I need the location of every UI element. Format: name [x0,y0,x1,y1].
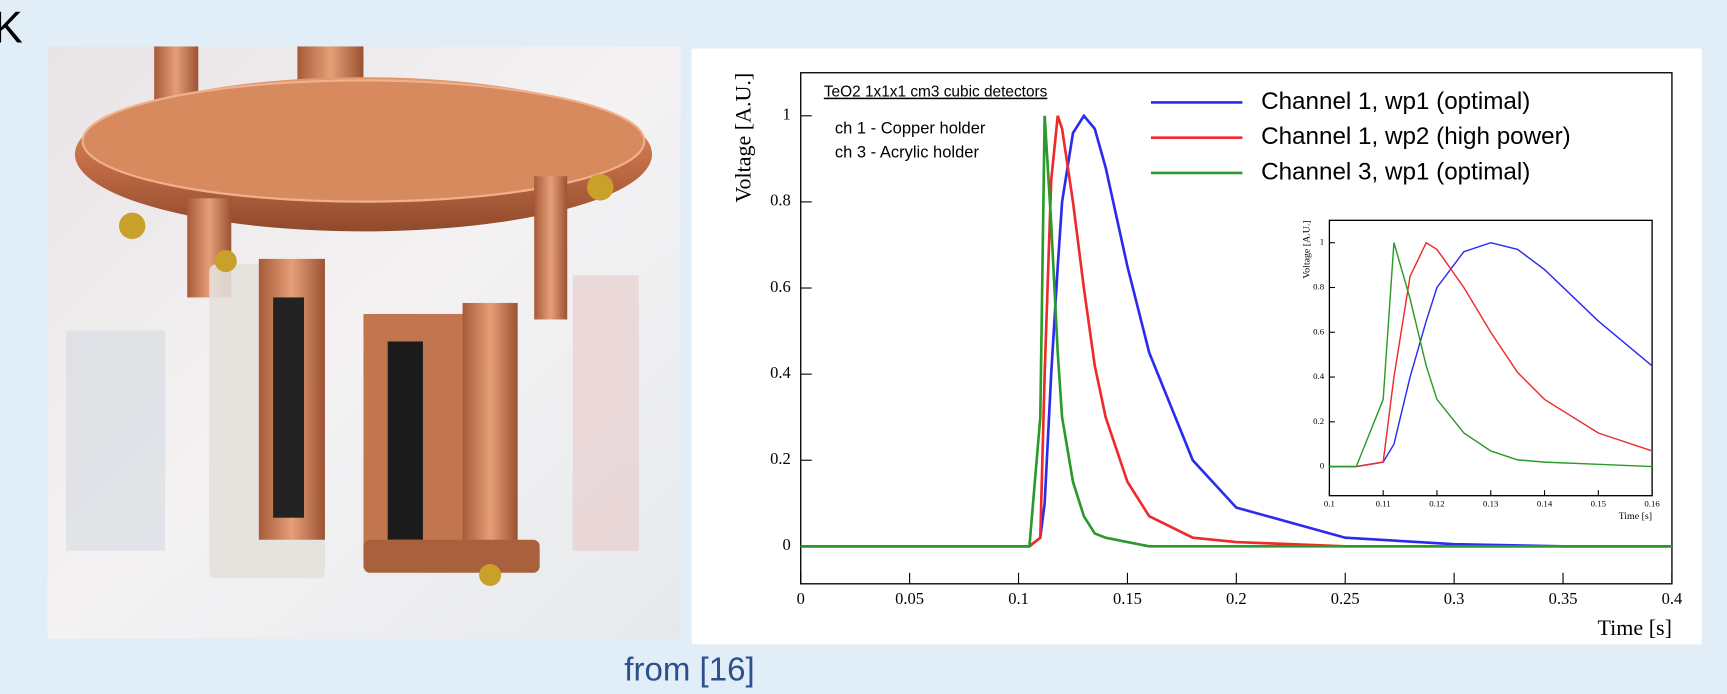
y-tick-label: 0.6 [1313,326,1325,336]
x-tick-label: 0.2 [1226,589,1247,608]
x-tick-label: 0.13 [1483,499,1499,509]
annotation: ch 1 - Copper holder [835,118,986,137]
x-tick-label: 0.1 [1008,589,1029,608]
x-axis-label: Time [s] [1598,615,1672,640]
caption: from [16] [624,652,754,689]
x-tick-label: 0.11 [1376,499,1391,509]
page: K from [16] 0 0.05 0.1 0.15 0.2 0.25 0.3 0.35 0.… [0,0,1727,694]
y-tick-label: 0.4 [1313,371,1325,381]
corner-text: K [0,4,23,53]
x-tick-label: 0.3 [1444,589,1465,608]
x-tick-label: 0.35 [1549,589,1578,608]
x-tick-label: 0.14 [1537,499,1553,509]
screen: K from [16] 0 0.05 0.1 0.15 0.2 0.25 0.3 0.35 0.… [0,0,1727,694]
x-axis-label: Time [s] [1619,511,1653,522]
y-tick-label: 0 [783,535,791,554]
annotation: TeO2 1x1x1 cm3 cubic detectors [824,84,1048,101]
x-tick-label: 0.4 [1662,589,1683,608]
x-tick-label: 0 [797,589,805,608]
legend-label: Channel 3, wp1 (optimal) [1261,158,1530,185]
legend-label: Channel 1, wp1 (optimal) [1261,88,1530,115]
y-tick-label: 0.4 [770,363,791,382]
y-tick-label: 0.8 [1313,282,1325,292]
y-axis-label: Voltage [A.U.] [731,73,756,203]
annotation: ch 3 - Acrylic holder [835,143,980,162]
x-tick-label: 0.15 [1591,499,1607,509]
y-tick-label: 0.2 [770,449,791,468]
x-tick-label: 0.1 [1324,499,1335,509]
legend-label: Channel 1, wp2 (high power) [1261,123,1571,150]
x-tick-label: 0.16 [1644,499,1660,509]
x-tick-label: 0.12 [1429,499,1444,509]
y-tick-label: 0 [1320,461,1325,471]
y-tick-label: 0.6 [770,277,791,296]
y-tick-label: 1 [1320,237,1324,247]
x-tick-label: 0.05 [895,589,924,608]
y-tick-label: 0.8 [770,191,791,210]
y-tick-label: 1 [783,105,791,124]
photo [47,46,680,639]
y-axis-label: Voltage [A.U.] [1302,220,1313,278]
x-tick-label: 0.25 [1331,589,1360,608]
x-tick-label: 0.15 [1113,589,1142,608]
y-tick-label: 0.2 [1313,416,1324,426]
